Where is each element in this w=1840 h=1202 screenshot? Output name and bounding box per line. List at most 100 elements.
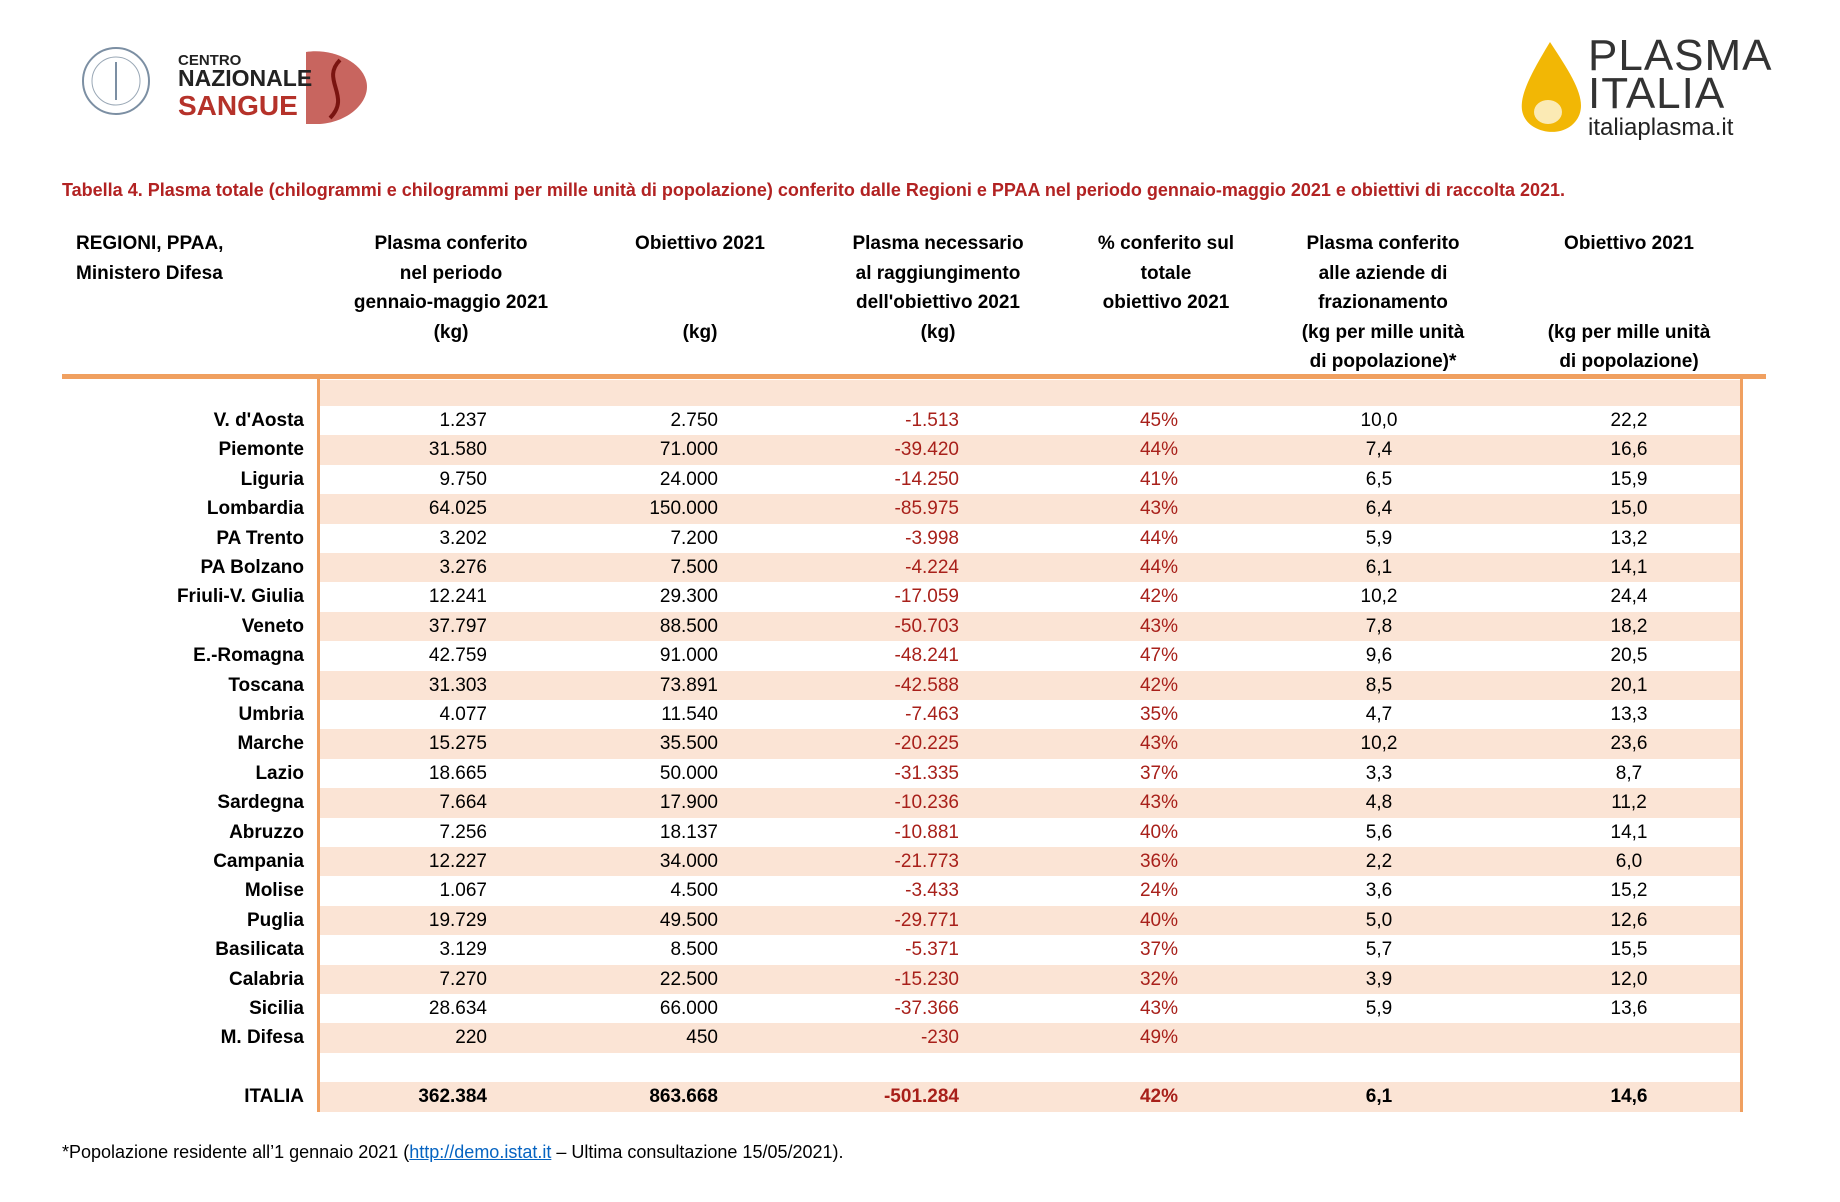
header-line: al raggiungimento [855, 262, 1021, 284]
cell: 73.891 [659, 674, 718, 696]
cell: 3,6 [1365, 880, 1393, 902]
cell: 44% [1139, 557, 1178, 578]
cell: 9.750 [439, 468, 487, 490]
cell: 12,6 [1610, 909, 1648, 931]
cell: 29.300 [659, 586, 718, 608]
cell: 863.668 [649, 1086, 718, 1108]
cell: 14,6 [1610, 1086, 1648, 1108]
cell: 36% [1139, 851, 1178, 872]
cell: 15,0 [1610, 498, 1648, 520]
iss-seal-inner [91, 56, 141, 106]
cell: 28.634 [428, 998, 487, 1019]
cell: 13,3 [1610, 704, 1648, 725]
header-line: totale [1140, 262, 1192, 284]
row-label: ITALIA [244, 1086, 304, 1108]
table-border [317, 379, 320, 1112]
cell: 450 [686, 1027, 718, 1049]
cell: 47% [1139, 645, 1178, 667]
cell: 22.500 [659, 968, 718, 990]
cell: 3,9 [1365, 968, 1393, 990]
cell: 43% [1139, 615, 1178, 637]
cell: 7.200 [670, 527, 718, 549]
cell: 7.256 [439, 821, 487, 843]
cell: -42.588 [894, 674, 959, 696]
row-band [318, 788, 1741, 818]
header-line: frazionamento [1318, 292, 1448, 313]
cell: 49.500 [659, 909, 718, 931]
iss-seal [82, 47, 150, 115]
header-line: (kg) [920, 321, 956, 343]
footnote-link[interactable]: http://demo.istat.it [409, 1142, 552, 1162]
cell: 32% [1139, 968, 1178, 990]
cell: 1.067 [439, 880, 487, 902]
cell: 11,2 [1611, 792, 1647, 814]
cns-smoke-line [328, 58, 342, 120]
header-line: Plasma conferito [1306, 233, 1460, 254]
plasma-site: italiaplasma.it [1588, 114, 1734, 141]
cell: -7.463 [905, 704, 959, 725]
row-band [318, 670, 1741, 700]
row-label: Friuli-V. Giulia [176, 586, 304, 608]
row-label: Calabria [229, 968, 304, 990]
cell: 42.759 [428, 645, 487, 667]
row-label: Sicilia [249, 998, 304, 1019]
header-line: obiettivo 2021 [1102, 292, 1230, 313]
row-band [318, 380, 1741, 406]
header-line: (kg) [433, 321, 469, 343]
row-label: Toscana [228, 674, 304, 696]
header-line: Plasma necessario [852, 233, 1024, 254]
row-label: Marche [237, 733, 304, 755]
cell: -230 [920, 1027, 959, 1049]
cell: 8.500 [670, 939, 718, 961]
cell: 66.000 [659, 998, 718, 1019]
cell: 24.000 [659, 468, 718, 490]
cell: 220 [455, 1027, 487, 1049]
cell: -29.771 [894, 909, 959, 931]
cell: 17.900 [659, 792, 718, 814]
cell: 37% [1139, 762, 1178, 784]
cell: -10.236 [894, 792, 959, 814]
cell: 13,2 [1610, 527, 1648, 549]
cell: -3.433 [905, 880, 959, 902]
header-line: (kg) [682, 321, 718, 343]
row-label: PA Bolzano [200, 557, 304, 578]
row-band [318, 905, 1741, 936]
row-label: Veneto [241, 615, 304, 637]
cell: 35.500 [659, 733, 718, 755]
cell: 14,1 [1610, 821, 1648, 843]
cell: 31.303 [428, 674, 487, 696]
cell: 24% [1139, 880, 1178, 902]
plasma-drop-map [1534, 100, 1562, 124]
cell: 7,4 [1365, 439, 1393, 461]
cell: 18.137 [659, 821, 718, 843]
cell: 10,2 [1360, 733, 1398, 755]
cell: 20,1 [1610, 674, 1648, 696]
cell: 45% [1139, 410, 1178, 431]
row-label: Piemonte [218, 439, 304, 461]
cell: 2.750 [670, 410, 718, 431]
cell: 37.797 [428, 615, 487, 637]
table-border [1740, 379, 1743, 1112]
header-line: Plasma conferito [374, 233, 528, 254]
cell: -31.335 [894, 762, 959, 784]
cell: 6,1 [1365, 1086, 1393, 1108]
cell: 11.540 [661, 704, 718, 725]
row-band [318, 494, 1741, 524]
cell: 18,2 [1610, 615, 1648, 637]
footnote-text: – Ultima consultazione 15/05/2021). [551, 1142, 844, 1162]
cell: 35% [1139, 704, 1178, 725]
header-line: dell'obiettivo 2021 [856, 292, 1020, 313]
header-line: gennaio-maggio 2021 [353, 292, 549, 313]
cell: 31.580 [428, 439, 487, 461]
row-label: M. Difesa [220, 1027, 304, 1049]
cell: 8,5 [1365, 674, 1393, 696]
row-band [318, 611, 1741, 642]
header-line: (kg per mille unità [1547, 321, 1711, 343]
cell: 5,0 [1365, 909, 1393, 931]
plasma-line: ITALIA [1588, 69, 1726, 118]
cell: 7.500 [670, 557, 718, 578]
cell: 50.000 [659, 762, 718, 784]
cell: 91.000 [659, 645, 718, 667]
cell: 42% [1139, 674, 1178, 696]
